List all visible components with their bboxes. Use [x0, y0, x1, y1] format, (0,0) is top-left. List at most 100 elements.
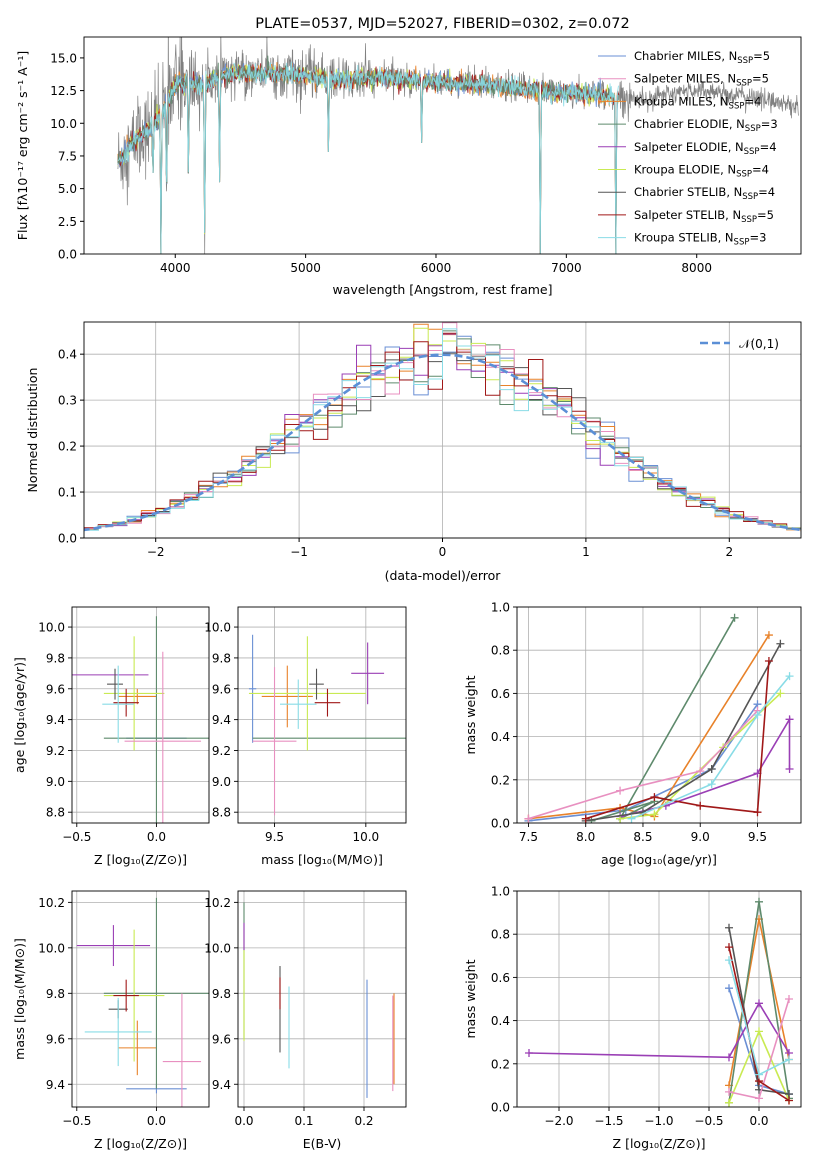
mass-vs-age-xlabel: mass [log₁₀(M/M⊙)]: [261, 852, 383, 867]
age-vs-weight-ylabel: mass weight: [463, 675, 478, 754]
errorbar-point: [248, 636, 366, 751]
weight-series: [725, 995, 793, 1103]
Z-vs-age-axes: −0.5 0.0 8.8 9.0 9.2 9.4 9.6 9.8 10.0: [38, 607, 209, 844]
x-tick-label: 0.2: [354, 1114, 373, 1128]
weight-marker: [753, 808, 762, 817]
normal-reference-curve: [84, 353, 801, 532]
errorbar-point: [118, 688, 157, 705]
errorbar-point: [261, 665, 313, 728]
weight-series: [524, 706, 762, 823]
weight-line: [591, 617, 736, 822]
x-tick-label: 7.5: [519, 830, 538, 844]
Z-vs-mass-data: [76, 897, 209, 1107]
x-tick-label: −2.0: [544, 1114, 573, 1128]
y-tick-label: 0.0: [58, 248, 77, 262]
weight-marker: [753, 711, 762, 719]
age-vs-weight-data: [524, 613, 794, 823]
y-tick-label: 0.1: [58, 486, 77, 500]
weight-line: [528, 634, 770, 820]
errorbar-point: [113, 979, 139, 1012]
weight-marker: [725, 943, 733, 952]
Z-vs-age-grid: [72, 607, 209, 823]
spectrum-legend: Chabrier MILES, NSSP=5 Salpeter MILES, NS…: [598, 49, 778, 248]
y-tick-label: 10.0: [38, 941, 65, 955]
y-tick-label: 0.0: [491, 817, 510, 831]
y-tick-label: 0.2: [491, 773, 510, 787]
weight-marker: [524, 814, 533, 823]
y-tick-label: 0.0: [491, 1101, 510, 1115]
weight-marker: [764, 631, 773, 640]
y-tick-label: 8.8: [212, 806, 231, 820]
age-vs-weight-xlabel: age [log₁₀(age/yr)]: [601, 852, 717, 867]
weight-marker: [650, 793, 659, 802]
mass-vs-age-axes: 9.5 10.0 8.8 9.0 9.2 9.4 9.6 9.8 10.0: [204, 607, 406, 844]
x-tick-label: 1: [582, 545, 590, 559]
y-tick-label: 9.6: [46, 1032, 65, 1046]
y-tick-label: 10.2: [38, 896, 65, 910]
x-tick-label: 0: [439, 545, 447, 559]
spectrum-title: PLATE=0537, MJD=52027, FIBERID=0302, z=0…: [255, 16, 629, 32]
age-vs-weight-frame: [516, 606, 802, 824]
weight-marker: [755, 897, 763, 906]
weight-marker: [725, 923, 733, 932]
residuals-frame: [83, 321, 802, 539]
x-tick-label: 0.0: [147, 1114, 166, 1128]
y-tick-label: 9.4: [212, 713, 231, 727]
legend-entry: Kroupa MILES, NSSP=4: [634, 94, 761, 111]
x-tick-label: 5000: [290, 261, 321, 275]
weight-marker: [725, 956, 733, 965]
legend-entry: Salpeter ELODIE, NSSP=4: [634, 140, 777, 157]
Z-vs-mass-xlabel: Z [log₁₀(Z/Z⊙)]: [94, 1136, 187, 1151]
errorbar-point: [124, 651, 202, 823]
errorbar-point: [280, 679, 317, 729]
y-tick-label: 9.6: [46, 682, 65, 696]
EBV-vs-mass-frame: [237, 890, 407, 1108]
y-tick-label: 10.0: [38, 621, 65, 635]
weight-marker: [755, 1027, 763, 1036]
Z-vs-weight-ylabel: mass weight: [463, 959, 478, 1038]
mass-vs-age-data: [248, 634, 406, 816]
weight-marker: [776, 639, 785, 648]
residuals-xlabel: (data-model)/error: [385, 568, 502, 583]
residuals-axes: −2 −1 0 1 2 0.0 0.1 0.2 0.3 0.4: [58, 322, 801, 559]
x-tick-label: 8.0: [576, 830, 595, 844]
y-tick-label: 0.4: [491, 1014, 510, 1028]
spectrum-frame: [83, 36, 802, 255]
y-tick-label: 0.8: [491, 928, 510, 942]
y-tick-label: 9.8: [212, 987, 231, 1001]
residuals-ylabel: Normed distribution: [25, 368, 40, 493]
y-tick-label: 9.4: [46, 1078, 65, 1092]
Z-vs-weight-frame: [516, 890, 802, 1108]
y-tick-label: 0.6: [491, 971, 510, 985]
weight-marker: [525, 1049, 533, 1057]
weight-line: [585, 643, 782, 822]
y-tick-label: 10.0: [50, 117, 77, 131]
weight-marker: [581, 814, 590, 823]
errorbar-point: [314, 688, 341, 717]
weight-marker: [785, 1055, 793, 1064]
Z-vs-age-xlabel: Z [log₁₀(Z/Z⊙)]: [94, 852, 187, 867]
y-tick-label: 0.4: [58, 348, 77, 362]
weight-marker: [650, 810, 659, 819]
weight-series: [525, 999, 793, 1062]
Z-vs-mass-frame: [71, 890, 210, 1108]
x-tick-label: 7000: [551, 261, 582, 275]
legend-entry: Salpeter STELIB, NSSP=5: [634, 208, 774, 225]
y-tick-label: 9.4: [46, 713, 65, 727]
Z-vs-mass-grid: [72, 891, 209, 1107]
y-tick-label: 0.4: [491, 730, 510, 744]
x-tick-label: −1.5: [594, 1114, 623, 1128]
y-tick-label: 9.2: [212, 744, 231, 758]
errorbar-point: [351, 642, 385, 705]
weight-marker: [785, 1096, 793, 1105]
Z-vs-age-ylabel: age [log₁₀(age/yr)]: [12, 657, 27, 773]
y-tick-label: 8.8: [46, 806, 65, 820]
weight-marker: [725, 1098, 733, 1107]
weight-series: [725, 956, 793, 1079]
weight-marker: [755, 999, 763, 1008]
legend-entry: 𝒩(0,1): [739, 337, 779, 351]
legend-entry: Kroupa STELIB, NSSP=3: [634, 231, 766, 248]
EBV-vs-mass-xlabel: E(B-V): [303, 1136, 342, 1151]
x-tick-label: 9.5: [748, 830, 767, 844]
mass-vs-age-grid: [238, 607, 406, 823]
